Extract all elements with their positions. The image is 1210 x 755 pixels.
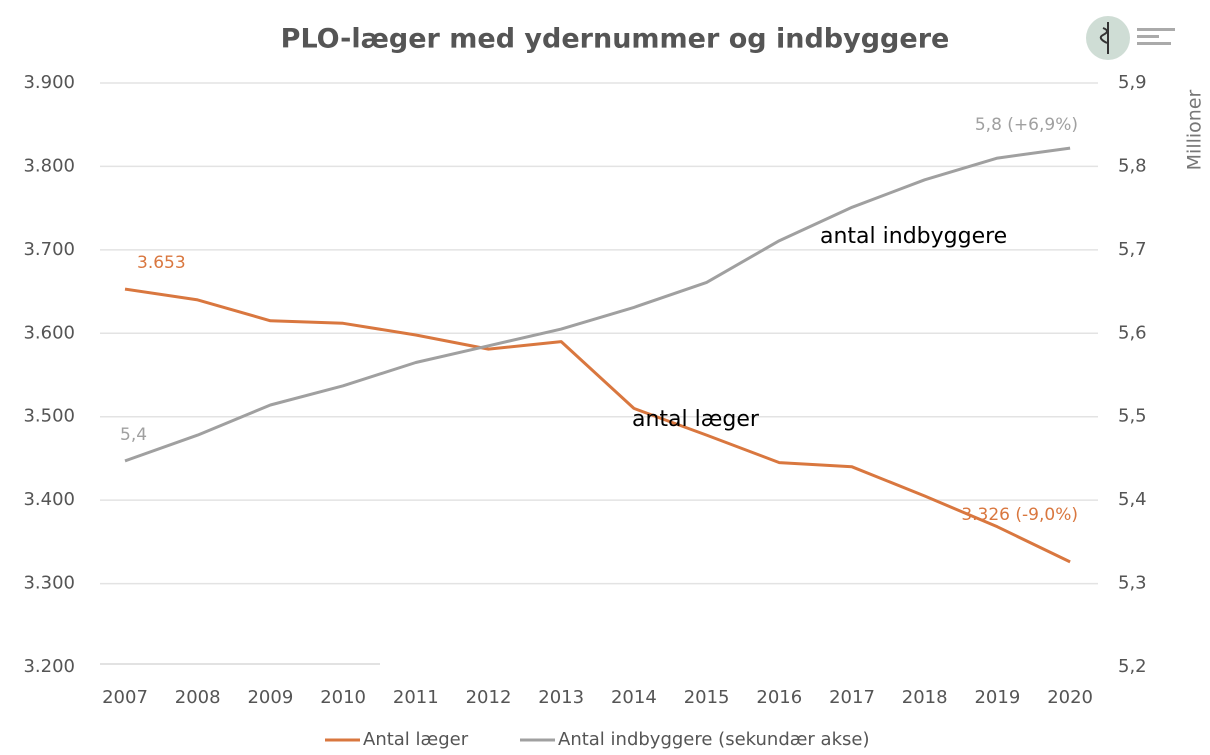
x-tick-label: 2016 xyxy=(756,687,802,708)
legend-label: Antal læger xyxy=(363,729,469,750)
data-label: 3.326 (-9,0%) xyxy=(961,505,1078,525)
x-tick-label: 2010 xyxy=(320,687,366,708)
y-tick-label: 3.800 xyxy=(23,155,75,176)
x-tick-label: 2009 xyxy=(247,687,293,708)
y2-tick-label: 5,8 xyxy=(1118,155,1147,176)
y-tick-label: 3.900 xyxy=(23,72,75,93)
y-tick-label: 3.400 xyxy=(23,489,75,510)
y-tick-label: 3.700 xyxy=(23,239,75,260)
x-tick-label: 2007 xyxy=(102,687,148,708)
chart-title: PLO-læger med ydernummer og indbyggere xyxy=(281,24,950,55)
y2-tick-label: 5,3 xyxy=(1118,573,1147,594)
y2-tick-label: 5,2 xyxy=(1118,656,1147,677)
legend-label: Antal indbyggere (sekundær akse) xyxy=(558,729,869,750)
data-label: 5,4 xyxy=(120,425,147,445)
y-tick-label: 3.500 xyxy=(23,406,75,427)
x-tick-label: 2018 xyxy=(902,687,948,708)
x-tick-label: 2013 xyxy=(538,687,584,708)
line-series xyxy=(124,146,1071,463)
data-label: 5,8 (+6,9%) xyxy=(975,115,1078,135)
y2-tick-label: 5,9 xyxy=(1118,72,1147,93)
x-tick-label: 2008 xyxy=(175,687,221,708)
annotation: antal læger xyxy=(632,407,760,432)
annotation: antal indbyggere xyxy=(820,224,1007,249)
x-tick-label: 2011 xyxy=(393,687,439,708)
y2-axis-label: Millioner xyxy=(1184,89,1206,170)
y-tick-label: 3.200 xyxy=(23,656,75,677)
line-series xyxy=(124,287,1071,564)
logo xyxy=(1086,16,1175,60)
x-tick-label: 2012 xyxy=(466,687,512,708)
y2-tick-label: 5,6 xyxy=(1118,322,1147,343)
data-label: 3.653 xyxy=(137,253,186,273)
y2-tick-label: 5,5 xyxy=(1118,406,1147,427)
y2-tick-label: 5,7 xyxy=(1118,239,1147,260)
x-tick-label: 2020 xyxy=(1047,687,1093,708)
y-tick-label: 3.600 xyxy=(23,322,75,343)
x-tick-label: 2014 xyxy=(611,687,657,708)
x-tick-label: 2015 xyxy=(684,687,730,708)
x-tick-label: 2019 xyxy=(974,687,1020,708)
x-tick-label: 2017 xyxy=(829,687,875,708)
y2-tick-label: 5,4 xyxy=(1118,489,1147,510)
y-tick-label: 3.300 xyxy=(23,573,75,594)
